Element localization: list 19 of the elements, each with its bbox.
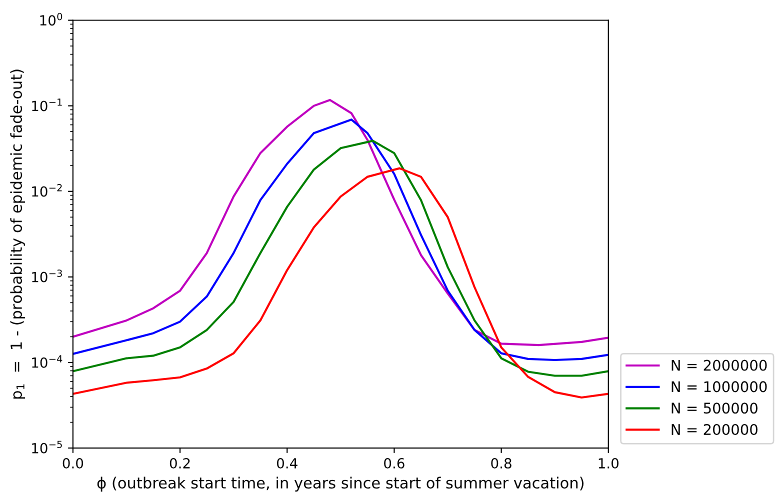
x-tick-label: 0.8 (491, 458, 512, 469)
line-series (72, 167, 608, 399)
x-tick-label: 0.2 (170, 458, 190, 469)
legend-label: N = 500000 (672, 402, 758, 414)
y-tick-label: 10$^{−4}$ (32, 355, 62, 368)
x-axis-title: ϕ (outbreak start time, in years since start of summer vacation) (97, 476, 584, 492)
y-tick-label: 10$^{0}$ (40, 12, 62, 26)
x-tick-label: 0.4 (276, 458, 298, 469)
legend-label: N = 200000 (672, 424, 758, 436)
y-tick-label: 10$^{−1}$ (32, 98, 62, 112)
x-tick-label: 1.0 (598, 458, 619, 469)
legend-label: N = 2000000 (672, 360, 767, 371)
x-tick-label: 0.0 (62, 458, 84, 469)
x-tick-label: 0.6 (384, 458, 404, 469)
y-tick-label: 10$^{−2}$ (32, 184, 62, 197)
y-axis-title: p$_{1}$ = 1 - (probability of epidemic fade-out) (10, 70, 25, 399)
y-tick-label: 10$^{−5}$ (32, 440, 62, 454)
legend-label: N = 1000000 (672, 381, 767, 392)
y-tick-label: 10$^{−3}$ (32, 270, 62, 282)
